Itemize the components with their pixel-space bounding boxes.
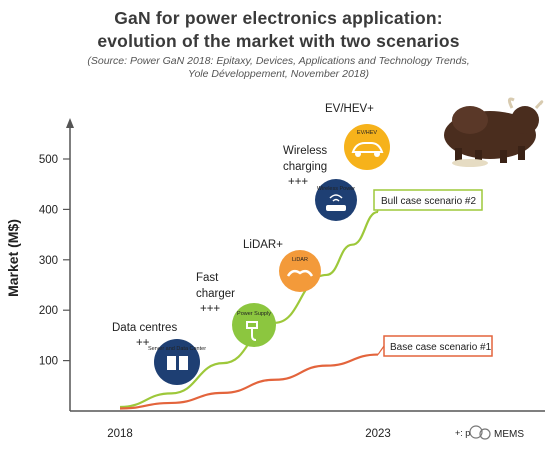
annotation-fast-charger: Power Supply Fast charger +++ [196,272,276,347]
annotation-label: Data centres [112,322,177,334]
y-axis-label: Market (M$) [5,219,21,297]
server-icon [154,339,200,385]
y-tick-label: 500 [39,154,58,166]
base-case-label: Base case scenario #1 [383,335,493,357]
wechat-icon [469,425,483,439]
watermark-text: MEMS [494,429,524,440]
car-icon [344,124,390,170]
annotation-icon-text: Server and Data Center [148,346,206,352]
chart-source-line2: Yole Développement, November 2018) [188,68,369,80]
annotation-growth: ++ [136,337,150,349]
x-tick-label: 2023 [365,428,391,440]
annotation-data-centres: Server and Data Center Data centres ++ [112,322,206,385]
annotation-label-line2: charger [196,288,235,300]
annotation-label: LiDAR+ [243,239,283,251]
annotation-icon-text: EV/HEV [357,130,378,136]
footnote: +: p [455,428,470,438]
base-case-connector [377,345,385,355]
annotation-lidar: LiDAR LiDAR+ [243,239,321,292]
annotation-icon-text: LiDAR [292,257,308,263]
bull-case-text: Bull case scenario #2 [381,196,476,207]
x-tick-label: 2018 [107,428,133,440]
bull-case-label: Bull case scenario #2 [373,189,483,211]
y-axis-arrow-icon [66,118,74,128]
annotation-icon-text: Wireless Power [317,186,355,192]
annotation-icon-text: Power Supply [237,311,271,317]
annotation-ev-hev: EV/HEV EV/HEV+ [325,103,390,170]
lidar-icon [279,250,321,292]
y-tick-label: 200 [39,305,58,317]
y-tick-label: 300 [39,255,58,267]
watermark: MEMS [469,425,524,440]
annotation-growth: +++ [200,303,220,315]
y-tick-label: 400 [39,204,58,216]
annotation-wireless-charging: Wireless Power Wireless charging +++ [283,145,357,221]
bull-icon [444,97,544,167]
annotation-label-line2: charging [283,161,327,173]
chart-title-line2: evolution of the market with two scenari… [97,31,460,51]
annotation-label: EV/HEV+ [325,103,374,115]
power-supply-icon [232,303,276,347]
annotation-label-line1: Fast [196,272,219,284]
y-tick-label: 100 [39,356,58,368]
base-case-line [119,353,379,410]
annotation-growth: +++ [288,176,308,188]
annotation-label-line1: Wireless [283,145,327,157]
chart-title-line1: GaN for power electronics application: [114,8,443,28]
chart-source-line1: (Source: Power GaN 2018: Epitaxy, Device… [87,55,470,67]
base-case-text: Base case scenario #1 [390,342,492,353]
